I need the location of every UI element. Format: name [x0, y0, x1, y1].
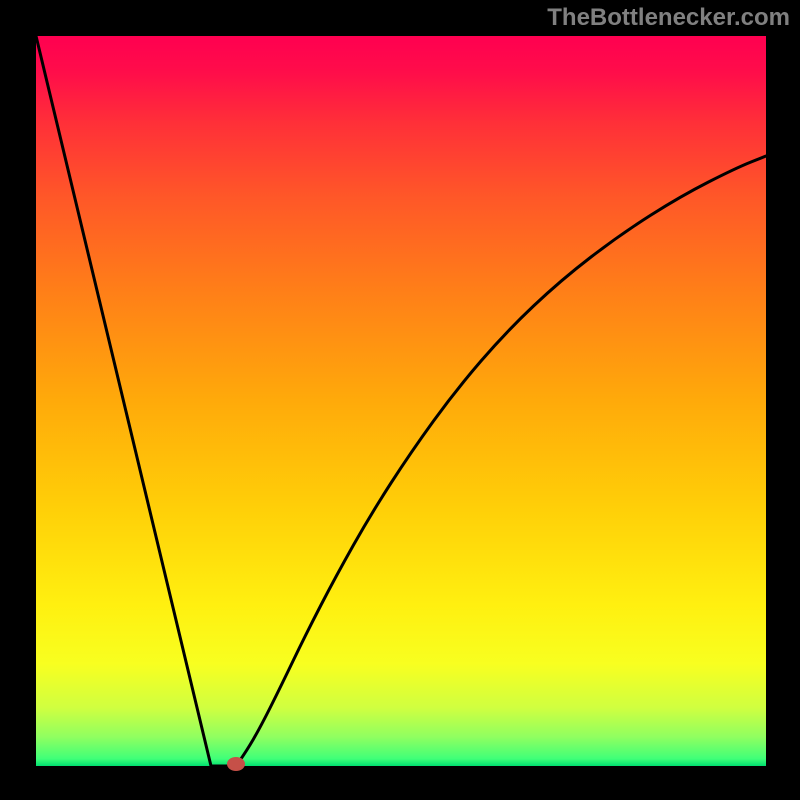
chart-container: TheBottlenecker.com: [0, 0, 800, 800]
watermark-text: TheBottlenecker.com: [547, 4, 790, 32]
optimal-point-marker: [227, 757, 245, 771]
curve-layer: [36, 36, 766, 766]
bottleneck-curve: [36, 36, 766, 766]
plot-area: [36, 36, 766, 766]
